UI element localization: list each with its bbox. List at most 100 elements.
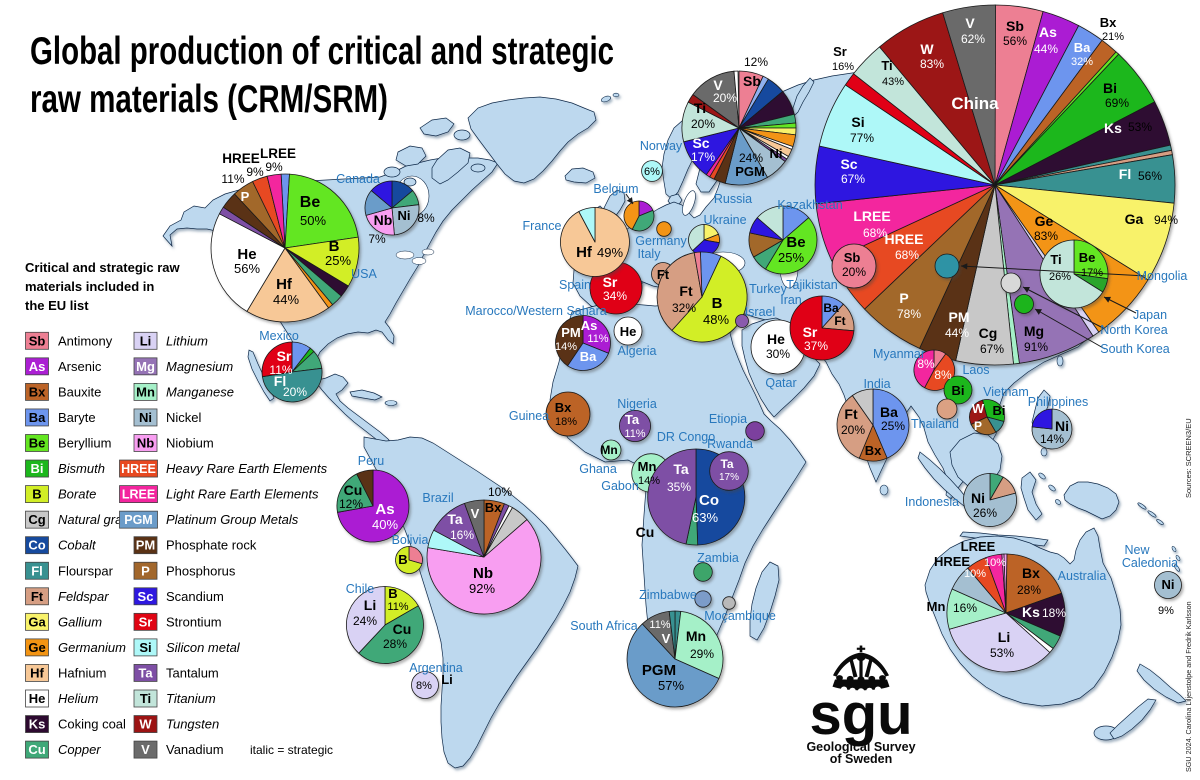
svg-text:Bx: Bx xyxy=(555,400,572,415)
svg-text:Ni: Ni xyxy=(398,208,411,223)
svg-text:Copper: Copper xyxy=(58,742,101,757)
svg-text:Bi: Bi xyxy=(993,403,1006,418)
svg-text:9%: 9% xyxy=(246,165,264,179)
svg-text:V: V xyxy=(662,631,671,646)
svg-text:67%: 67% xyxy=(841,172,865,186)
svg-text:P: P xyxy=(899,290,908,306)
svg-text:Ga: Ga xyxy=(28,614,46,629)
svg-text:53%: 53% xyxy=(1128,120,1152,134)
svg-text:43%: 43% xyxy=(882,76,904,88)
svg-text:16%: 16% xyxy=(450,528,474,542)
svg-text:11%: 11% xyxy=(269,363,292,377)
svg-text:Algeria: Algeria xyxy=(618,344,657,358)
svg-text:Co: Co xyxy=(699,492,719,509)
svg-text:63%: 63% xyxy=(692,510,718,525)
svg-text:PM: PM xyxy=(949,309,970,325)
svg-text:Ft: Ft xyxy=(31,589,44,604)
svg-text:As: As xyxy=(581,318,598,333)
svg-text:of Sweden: of Sweden xyxy=(830,752,893,766)
svg-text:Zambia: Zambia xyxy=(697,551,739,565)
svg-text:Ge: Ge xyxy=(28,640,45,655)
svg-text:Fl: Fl xyxy=(1119,166,1131,182)
svg-text:Ni: Ni xyxy=(770,146,783,161)
svg-text:16%: 16% xyxy=(832,61,854,73)
svg-text:14%: 14% xyxy=(638,475,660,487)
svg-text:Norway: Norway xyxy=(640,139,683,153)
svg-text:20%: 20% xyxy=(842,265,866,279)
svg-text:PGM: PGM xyxy=(735,164,765,179)
svg-text:92%: 92% xyxy=(469,581,495,596)
svg-text:Niobium: Niobium xyxy=(166,436,214,451)
svg-text:As: As xyxy=(375,501,394,518)
svg-text:Li: Li xyxy=(364,597,376,613)
svg-text:11%: 11% xyxy=(587,333,608,345)
svg-text:Bolivia: Bolivia xyxy=(392,533,429,547)
svg-text:P: P xyxy=(974,419,982,433)
svg-text:10%: 10% xyxy=(488,485,512,499)
svg-text:Nickel: Nickel xyxy=(166,410,202,425)
svg-text:Turkey: Turkey xyxy=(749,282,787,296)
svg-text:Ge: Ge xyxy=(1035,213,1054,229)
svg-text:24%: 24% xyxy=(353,614,377,628)
svg-text:8%: 8% xyxy=(417,211,435,225)
svg-text:Borate: Borate xyxy=(58,487,96,502)
svg-text:Mg: Mg xyxy=(1024,323,1044,339)
svg-text:raw materials (CRM/SRM): raw materials (CRM/SRM) xyxy=(30,78,388,121)
svg-text:B: B xyxy=(329,238,340,255)
svg-text:Cu: Cu xyxy=(344,482,363,498)
svg-text:Ghana: Ghana xyxy=(579,462,617,476)
svg-text:PM: PM xyxy=(561,325,581,340)
svg-text:Guinea: Guinea xyxy=(509,409,549,423)
svg-text:Fl: Fl xyxy=(31,563,43,578)
svg-text:USA: USA xyxy=(351,267,377,281)
svg-text:10%: 10% xyxy=(984,557,1006,569)
svg-text:Bi: Bi xyxy=(1103,80,1117,96)
svg-text:Ni: Ni xyxy=(971,490,985,506)
svg-text:India: India xyxy=(863,377,890,391)
svg-text:Moçambique: Moçambique xyxy=(704,609,776,623)
svg-text:B: B xyxy=(398,552,407,567)
svg-text:Sc: Sc xyxy=(692,135,709,151)
svg-text:Si: Si xyxy=(851,114,864,130)
svg-text:25%: 25% xyxy=(325,253,351,268)
svg-text:Bi: Bi xyxy=(31,461,44,476)
svg-text:83%: 83% xyxy=(920,57,944,71)
svg-text:49%: 49% xyxy=(597,245,623,260)
svg-text:Sr: Sr xyxy=(833,44,847,59)
svg-text:sgu: sgu xyxy=(809,682,912,747)
svg-text:44%: 44% xyxy=(1034,42,1058,56)
svg-text:Ba: Ba xyxy=(880,404,898,420)
svg-text:Ta: Ta xyxy=(673,461,689,477)
svg-text:Ta: Ta xyxy=(625,412,640,427)
svg-text:Cu: Cu xyxy=(636,524,655,540)
svg-text:91%: 91% xyxy=(1024,340,1048,354)
svg-text:B: B xyxy=(712,295,723,312)
svg-text:Ni: Ni xyxy=(1162,577,1175,592)
svg-text:Marocco/Western Sahara: Marocco/Western Sahara xyxy=(465,304,607,318)
svg-text:Hf: Hf xyxy=(276,276,293,293)
svg-text:Bx: Bx xyxy=(485,500,502,515)
svg-text:57%: 57% xyxy=(658,678,684,693)
svg-text:18%: 18% xyxy=(555,416,577,428)
svg-text:20%: 20% xyxy=(283,385,307,399)
svg-text:30%: 30% xyxy=(766,347,790,361)
svg-text:Bx: Bx xyxy=(29,384,46,399)
svg-text:LREE: LREE xyxy=(122,488,155,502)
svg-text:materials included in: materials included in xyxy=(25,279,154,294)
svg-text:35%: 35% xyxy=(667,480,691,494)
svg-text:Sb: Sb xyxy=(743,73,761,89)
svg-text:68%: 68% xyxy=(895,248,919,262)
svg-text:Hf: Hf xyxy=(576,244,593,261)
svg-text:Ni: Ni xyxy=(1055,418,1069,434)
svg-text:PM: PM xyxy=(136,538,156,553)
svg-text:11%: 11% xyxy=(221,172,244,186)
svg-text:18%: 18% xyxy=(1042,606,1066,620)
svg-text:28%: 28% xyxy=(1017,583,1041,597)
svg-text:Ba: Ba xyxy=(29,410,46,425)
svg-text:HREE: HREE xyxy=(885,231,924,247)
svg-text:Bi: Bi xyxy=(952,383,965,398)
svg-text:Italy: Italy xyxy=(638,247,662,261)
svg-text:Rwanda: Rwanda xyxy=(707,437,753,451)
svg-text:94%: 94% xyxy=(1154,213,1178,227)
svg-text:Belgium: Belgium xyxy=(593,182,638,196)
